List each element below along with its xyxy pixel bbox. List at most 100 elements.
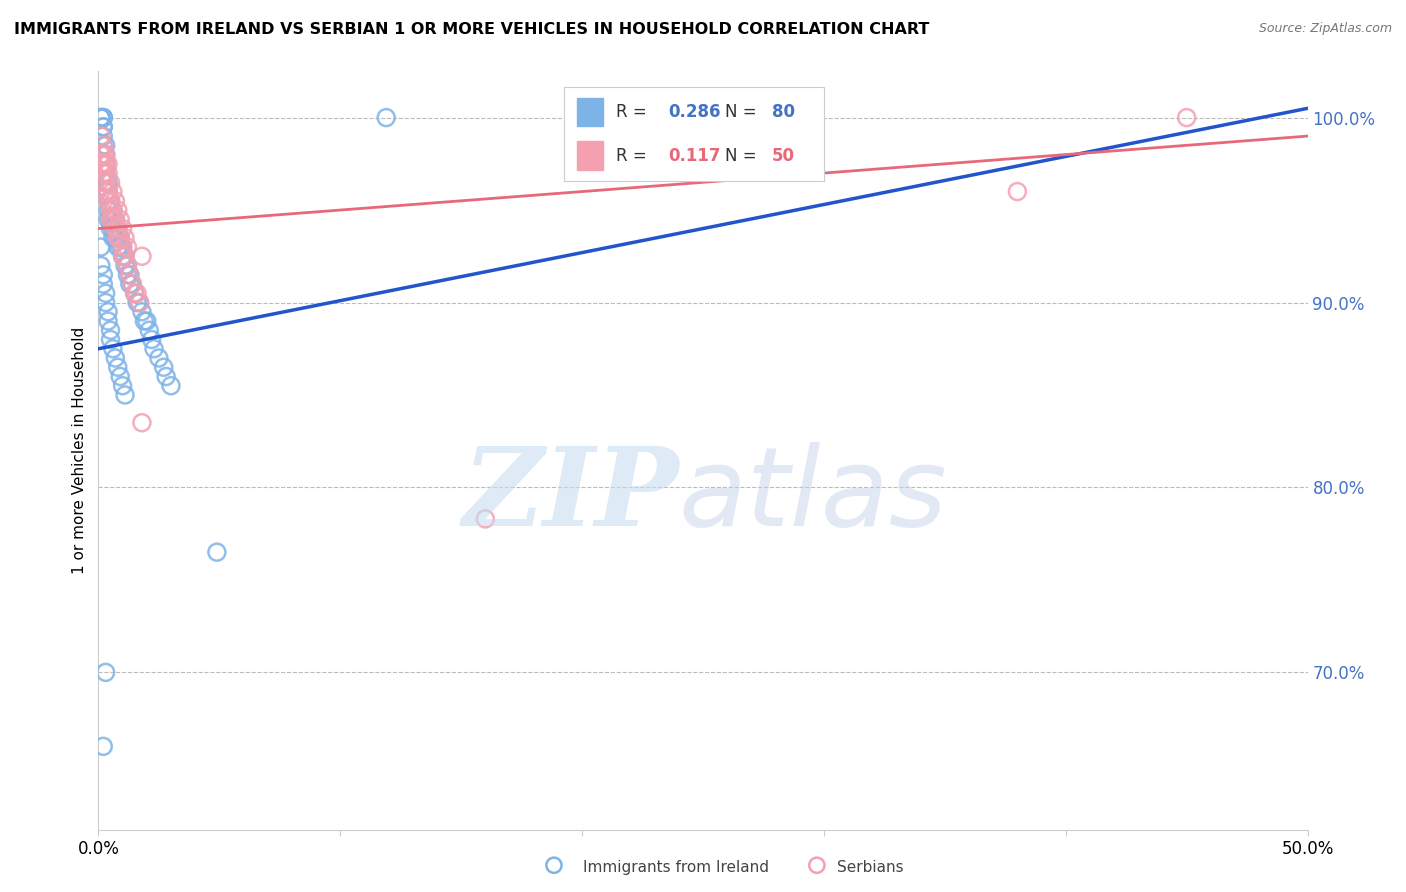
Point	[91, 166, 114, 180]
Point	[114, 231, 136, 245]
Point	[97, 157, 120, 171]
Point	[90, 111, 112, 125]
Point	[143, 342, 166, 356]
Point	[375, 111, 398, 125]
Point	[118, 277, 141, 291]
Point	[108, 212, 131, 227]
Point	[104, 212, 127, 227]
Text: Immigrants from Ireland: Immigrants from Ireland	[583, 860, 769, 874]
Point	[101, 212, 124, 227]
Point	[90, 147, 112, 161]
Point	[90, 240, 112, 254]
Point	[111, 221, 134, 235]
Point	[100, 194, 122, 208]
Point	[114, 388, 136, 402]
Point	[100, 212, 122, 227]
Point	[141, 333, 163, 347]
Point	[90, 111, 112, 125]
Point	[101, 212, 124, 227]
Point	[97, 185, 120, 199]
Point	[101, 231, 124, 245]
Point	[148, 351, 170, 365]
Point	[111, 249, 134, 263]
Point	[100, 202, 122, 217]
Point	[91, 147, 114, 161]
Point	[138, 323, 160, 337]
Text: atlas: atlas	[679, 442, 948, 549]
Point	[91, 739, 114, 754]
Point	[152, 360, 174, 375]
Point	[205, 545, 228, 559]
Point	[107, 221, 129, 235]
Point	[543, 858, 565, 872]
Point	[100, 202, 122, 217]
Point	[111, 240, 134, 254]
Point	[121, 277, 143, 291]
Point	[107, 202, 129, 217]
Point	[100, 212, 122, 227]
Point	[131, 305, 153, 319]
Point	[91, 111, 114, 125]
Point	[117, 259, 139, 273]
Point	[124, 286, 146, 301]
Point	[94, 166, 117, 180]
Point	[118, 268, 141, 282]
Point	[100, 333, 122, 347]
Point	[91, 138, 114, 153]
Point	[94, 665, 117, 680]
Point	[97, 185, 120, 199]
Text: ZIP: ZIP	[463, 442, 679, 549]
Point	[91, 120, 114, 134]
Point	[94, 147, 117, 161]
Point	[474, 512, 496, 526]
Point	[90, 111, 112, 125]
Point	[100, 175, 122, 189]
Point	[91, 157, 114, 171]
Point	[131, 416, 153, 430]
Point	[94, 157, 117, 171]
Point	[111, 378, 134, 392]
Point	[97, 305, 120, 319]
Point	[118, 268, 141, 282]
Point	[107, 231, 129, 245]
Point	[107, 240, 129, 254]
Point	[94, 138, 117, 153]
Point	[1393, 111, 1406, 125]
Point	[100, 221, 122, 235]
Point	[90, 129, 112, 144]
Point	[1175, 111, 1198, 125]
Point	[104, 221, 127, 235]
Point	[155, 369, 177, 384]
Point	[107, 221, 129, 235]
Point	[101, 202, 124, 217]
Point	[104, 221, 127, 235]
Point	[134, 314, 156, 328]
Point	[1007, 185, 1029, 199]
Point	[108, 231, 131, 245]
Point	[91, 138, 114, 153]
Point	[94, 147, 117, 161]
Point	[91, 120, 114, 134]
Point	[94, 175, 117, 189]
Point	[124, 286, 146, 301]
Point	[97, 194, 120, 208]
Point	[101, 221, 124, 235]
Point	[94, 286, 117, 301]
Point	[117, 240, 139, 254]
Point	[94, 157, 117, 171]
Point	[111, 240, 134, 254]
Point	[101, 202, 124, 217]
Point	[104, 212, 127, 227]
Point	[135, 314, 157, 328]
Point	[94, 295, 117, 310]
Point	[97, 202, 120, 217]
Text: Serbians: Serbians	[837, 860, 903, 874]
Point	[108, 231, 131, 245]
Point	[104, 231, 127, 245]
Point	[111, 249, 134, 263]
Point	[91, 129, 114, 144]
Text: Source: ZipAtlas.com: Source: ZipAtlas.com	[1258, 22, 1392, 36]
Point	[91, 268, 114, 282]
Point	[160, 378, 183, 392]
Point	[107, 360, 129, 375]
